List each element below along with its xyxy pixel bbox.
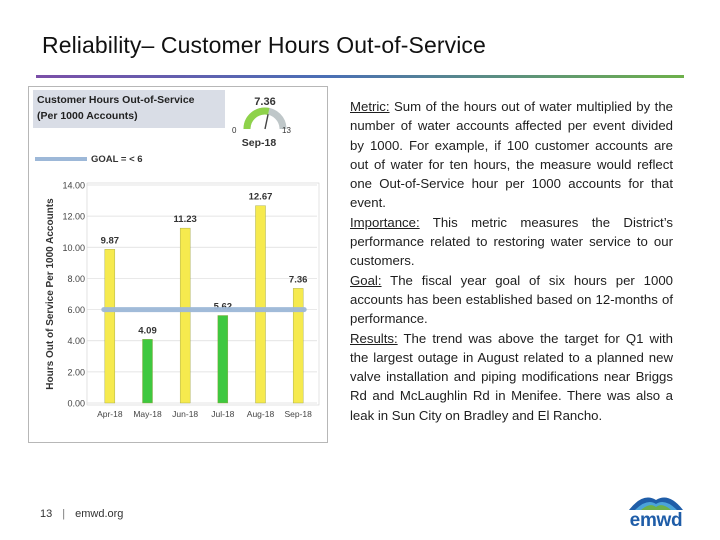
metric-paragraph: Metric: Sum of the hours out of water mu… bbox=[350, 97, 673, 213]
x-tick-label: Aug-18 bbox=[247, 409, 275, 419]
gauge-max-label: 13 bbox=[282, 126, 291, 135]
importance-paragraph: Importance: This metric measures the Dis… bbox=[350, 213, 673, 271]
logo-wordmark: emwd bbox=[629, 510, 683, 531]
gauge-fill bbox=[243, 107, 270, 130]
chart-title-box bbox=[33, 90, 225, 128]
page-number: 13 bbox=[40, 508, 53, 520]
goal-legend-swatch bbox=[35, 157, 87, 161]
x-axis-ticks: Apr-18 May-18 Jun-18 Jul-18 Aug-18 Sep-18 bbox=[97, 409, 312, 419]
y-tick-label: 14.00 bbox=[62, 181, 85, 191]
chart-title: Customer Hours Out-of-Service bbox=[37, 94, 195, 106]
bar-value-label: 12.67 bbox=[249, 192, 273, 203]
goal-body: The fiscal year goal of six hours per 10… bbox=[350, 272, 673, 327]
bar-value-label: 9.87 bbox=[101, 235, 120, 246]
x-tick-label: Jun-18 bbox=[172, 409, 198, 419]
footer: 13 | emwd.org bbox=[40, 508, 123, 520]
results-paragraph: Results: The trend was above the target … bbox=[350, 329, 673, 425]
bar-apr-18 bbox=[104, 249, 116, 404]
gauge-period: Sep-18 bbox=[242, 137, 277, 149]
y-tick-label: 12.00 bbox=[62, 212, 85, 222]
bars: 9.87 4.09 11.23 5.62 12.67 7.36 bbox=[101, 192, 308, 404]
bar-jul-18 bbox=[217, 315, 229, 404]
metric-body: Sum of the hours out of water multiplied… bbox=[350, 99, 673, 211]
goal-paragraph: Goal: The fiscal year goal of six hours … bbox=[350, 271, 673, 329]
y-tick-label: 8.00 bbox=[67, 274, 85, 284]
chart-subtitle: (Per 1000 Accounts) bbox=[37, 110, 138, 122]
y-tick-label: 10.00 bbox=[62, 243, 85, 253]
footer-separator: | bbox=[62, 508, 66, 520]
importance-label: Importance: bbox=[350, 214, 420, 230]
x-tick-label: May-18 bbox=[133, 409, 162, 419]
plot-area bbox=[86, 182, 320, 406]
y-tick-label: 0.00 bbox=[67, 399, 85, 409]
results-body: The trend was above the target for Q1 wi… bbox=[350, 330, 673, 423]
bar-value-label: 7.36 bbox=[289, 274, 308, 285]
x-tick-label: Sep-18 bbox=[284, 409, 312, 419]
description-text: Metric: Sum of the hours out of water mu… bbox=[350, 97, 673, 425]
title-divider bbox=[36, 75, 684, 78]
chart-panel: Customer Hours Out-of-Service (Per 1000 … bbox=[28, 86, 328, 443]
bar-may-18 bbox=[142, 339, 153, 404]
x-tick-label: Jul-18 bbox=[211, 409, 234, 419]
gauge-min-label: 0 bbox=[232, 126, 237, 135]
y-tick-label: 6.00 bbox=[67, 305, 85, 315]
bar-aug-18 bbox=[255, 205, 266, 404]
y-axis-ticks: 0.00 2.00 4.00 6.00 8.00 10.00 12.00 14.00 bbox=[62, 181, 85, 409]
bar-value-label: 4.09 bbox=[138, 325, 157, 336]
metric-label: Metric: bbox=[350, 99, 390, 114]
gauge-value: 7.36 bbox=[254, 96, 275, 108]
y-tick-label: 2.00 bbox=[67, 367, 85, 377]
y-axis-label: Hours Out of Service Per 1000 Accounts bbox=[45, 198, 56, 390]
importance-body: This metric measures the District’s perf… bbox=[350, 214, 673, 269]
goal-legend-label: GOAL = < 6 bbox=[91, 154, 143, 165]
bar-value-label: 11.23 bbox=[174, 214, 197, 225]
bar-sep-18 bbox=[292, 288, 304, 404]
slide-title: Reliability– Customer Hours Out-of-Servi… bbox=[42, 32, 486, 58]
goal-label: Goal: bbox=[350, 272, 382, 288]
gauge-needle bbox=[264, 114, 269, 130]
bar-chart: Customer Hours Out-of-Service (Per 1000 … bbox=[33, 90, 320, 419]
x-tick-label: Apr-18 bbox=[97, 409, 123, 419]
bar-value-label: 5.62 bbox=[214, 301, 233, 312]
emwd-logo: emwd bbox=[623, 490, 689, 532]
bar-jun-18 bbox=[179, 227, 191, 404]
mountains-icon bbox=[629, 497, 683, 510]
footer-website[interactable]: emwd.org bbox=[75, 508, 124, 520]
results-label: Results: bbox=[350, 330, 398, 346]
y-tick-label: 4.00 bbox=[67, 336, 85, 346]
